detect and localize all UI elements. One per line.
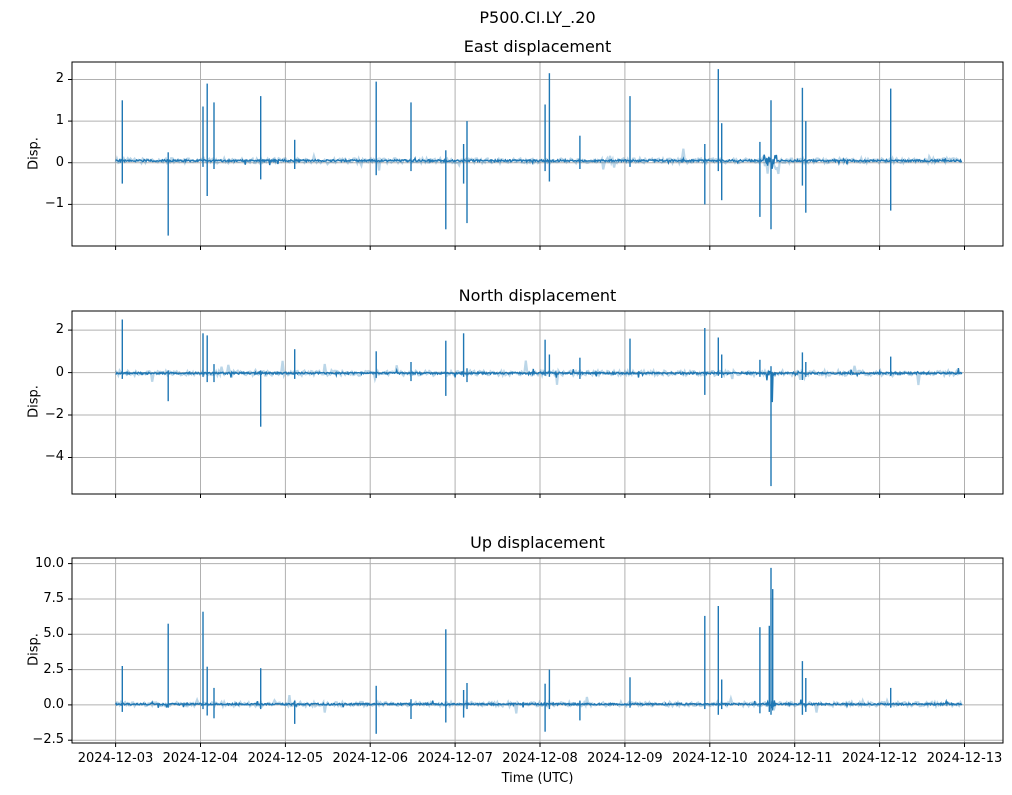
panel-up-plot [68, 557, 1004, 747]
x-tick-label: 2024-12-13 [926, 751, 1003, 766]
tick-marks [68, 79, 965, 250]
panel-north-title: North displacement [458, 286, 617, 305]
x-tick-label: 2024-12-06 [332, 751, 409, 766]
x-tick-label: 2024-12-09 [587, 751, 663, 766]
grid-lines [72, 62, 1003, 246]
x-tick-label: 2024-12-11 [756, 751, 833, 766]
tick-marks [68, 563, 965, 747]
x-tick-label: 2024-12-07 [417, 751, 493, 766]
y-tick-label: −2.5 [32, 732, 64, 748]
y-tick-label: −4 [44, 449, 64, 465]
y-tick-label: 5.0 [43, 626, 64, 642]
axis-border [71, 61, 1004, 247]
panel-east-title: East displacement [463, 37, 612, 56]
panel-up-title: Up displacement [470, 533, 605, 552]
y-tick-label: 2 [55, 322, 64, 338]
figure-title: P500.CI.LY_.20 [479, 8, 596, 27]
x-tick-label: 2024-12-10 [672, 751, 748, 766]
spike-lines [121, 69, 892, 236]
grid-lines [72, 311, 1003, 494]
x-tick-label: 2024-12-05 [247, 751, 324, 766]
x-tick-label: 2024-12-08 [502, 751, 578, 766]
spike-lines [121, 319, 892, 487]
y-tick-label: 2 [55, 71, 64, 87]
tick-marks [68, 329, 965, 498]
panel-north-ylabel: Disp. [26, 385, 42, 418]
axis-border [71, 557, 1004, 744]
y-tick-label: 10.0 [35, 555, 64, 571]
y-tick-label: −1 [44, 196, 64, 212]
spike-lines [121, 567, 892, 734]
panel-north-plot [68, 310, 1004, 498]
y-tick-label: 2.5 [43, 661, 64, 677]
y-tick-label: 7.5 [43, 590, 64, 606]
grid-lines [72, 558, 1003, 743]
y-tick-label: 0 [55, 364, 64, 380]
y-tick-label: 0.0 [43, 696, 64, 712]
x-tick-label: 2024-12-04 [162, 751, 239, 766]
data-line [115, 154, 963, 170]
y-tick-label: 1 [55, 113, 64, 129]
x-tick-label: 2024-12-03 [77, 751, 154, 766]
panel-east-ylabel: Disp. [26, 137, 42, 170]
data-line [115, 698, 963, 709]
y-tick-label: 0 [55, 154, 64, 170]
axis-border [71, 310, 1004, 495]
x-axis-label: Time (UTC) [501, 771, 574, 786]
data-line [115, 367, 963, 403]
x-tick-label: 2024-12-12 [841, 751, 918, 766]
y-tick-label: −2 [44, 407, 64, 423]
panel-up-ylabel: Disp. [26, 633, 42, 666]
panel-east-plot [68, 61, 1004, 250]
